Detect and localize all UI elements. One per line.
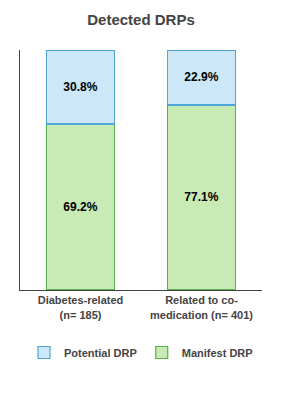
svg-text:Detected DRPs: Detected DRPs (87, 11, 195, 28)
svg-text:Diabetes-related(n= 185): Diabetes-related(n= 185) (38, 294, 124, 320)
svg-text:77.1%: 77.1% (184, 190, 218, 204)
svg-text:22.9%: 22.9% (184, 70, 218, 84)
svg-text:Related to co-medication (n= 4: Related to co-medication (n= 401) (150, 294, 253, 320)
svg-text:30.8%: 30.8% (63, 80, 97, 94)
svg-text:69.2%: 69.2% (63, 200, 97, 214)
svg-text:Manifest DRP: Manifest DRP (182, 347, 253, 359)
svg-text:Potential DRP: Potential DRP (64, 347, 137, 359)
